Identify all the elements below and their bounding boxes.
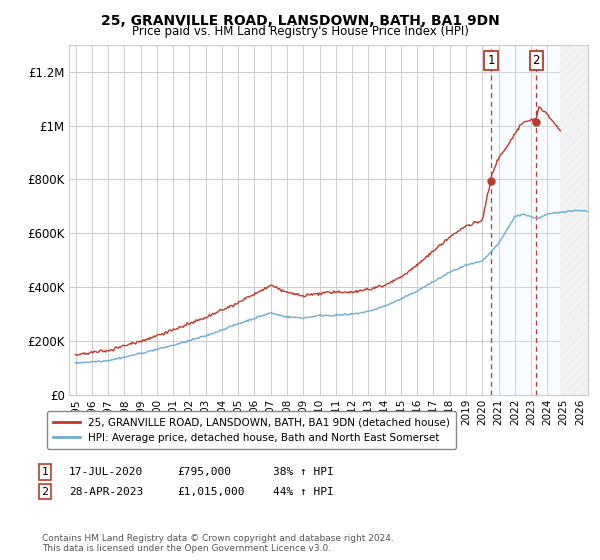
- Text: 1: 1: [487, 54, 495, 67]
- Text: 2: 2: [41, 487, 49, 497]
- Text: 44% ↑ HPI: 44% ↑ HPI: [273, 487, 334, 497]
- Text: 28-APR-2023: 28-APR-2023: [69, 487, 143, 497]
- Text: Price paid vs. HM Land Registry's House Price Index (HPI): Price paid vs. HM Land Registry's House …: [131, 25, 469, 38]
- Bar: [560, 45, 588, 395]
- Text: 1: 1: [41, 467, 49, 477]
- Text: Contains HM Land Registry data © Crown copyright and database right 2024.
This d: Contains HM Land Registry data © Crown c…: [42, 534, 394, 553]
- Text: 2: 2: [533, 54, 540, 67]
- Legend: 25, GRANVILLE ROAD, LANSDOWN, BATH, BA1 9DN (detached house), HPI: Average price: 25, GRANVILLE ROAD, LANSDOWN, BATH, BA1 …: [47, 411, 456, 449]
- Text: £795,000: £795,000: [177, 467, 231, 477]
- Text: 38% ↑ HPI: 38% ↑ HPI: [273, 467, 334, 477]
- Bar: [491, 45, 560, 395]
- Text: £1,015,000: £1,015,000: [177, 487, 245, 497]
- Text: 17-JUL-2020: 17-JUL-2020: [69, 467, 143, 477]
- Text: 25, GRANVILLE ROAD, LANSDOWN, BATH, BA1 9DN: 25, GRANVILLE ROAD, LANSDOWN, BATH, BA1 …: [101, 14, 499, 28]
- Bar: [560, 45, 588, 395]
